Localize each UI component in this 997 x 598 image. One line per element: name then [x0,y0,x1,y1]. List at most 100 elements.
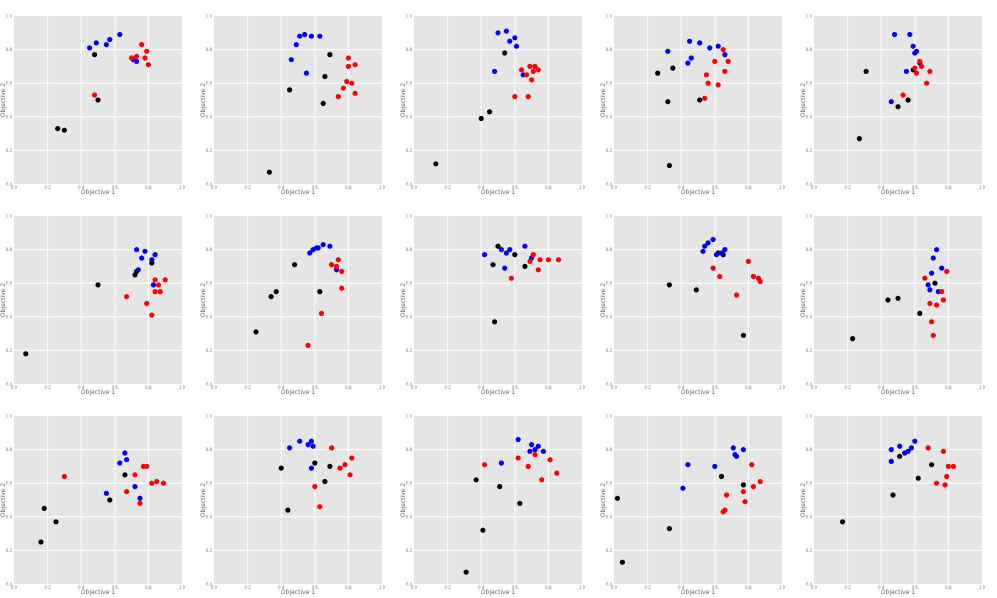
y-tick-label: 0.0 [406,582,413,587]
y-tick-label: 0.8 [406,47,413,52]
point-black [917,310,923,316]
panel-2: 0.0 0.2 0.4 0.6 0.8 1.0 0.0 0.2 0.4 0.6 0.8 1.0 Obje… [200,14,386,197]
y-tick-label: 0.0 [606,582,613,587]
panel-3: 0.0 0.2 0.4 0.6 0.8 1.0 0.0 0.2 0.4 0.6 0.8 1.0 Obje… [400,14,586,197]
point-black [840,519,846,525]
point-blue [939,265,945,271]
x-tick-label: 1.0 [979,185,986,190]
x-tick-label: 0.2 [244,385,251,390]
panel-8: 0.0 0.2 0.4 0.6 0.8 1.0 0.0 0.2 0.4 0.6 0.8 1.0 Obje… [400,214,586,397]
point-blue [908,445,915,451]
point-black [666,526,673,532]
y-tick-label: 0.8 [606,447,613,452]
y-tick-label: 0.0 [806,182,813,187]
y-axis-label: Objective 2 [600,283,607,317]
plot-area [814,416,982,584]
point-red [750,273,757,280]
point-red [717,273,723,280]
point-blue [293,42,299,48]
point-red [344,78,350,85]
point-blue [507,247,513,253]
point-red [305,342,311,348]
x-tick-label: 0.8 [745,185,752,190]
point-black [490,262,496,268]
x-tick-label: 0.6 [312,385,319,390]
x-tick-label: 0.2 [44,185,51,190]
x-tick-label: 0.4 [878,185,885,190]
point-red [149,312,155,318]
point-blue [303,70,309,76]
point-blue [142,248,148,254]
x-tick-label: 1.0 [179,385,186,390]
point-blue [529,442,535,448]
x-tick-label: 0.6 [512,585,519,590]
point-red [482,462,488,468]
y-tick-label: 0.0 [406,182,413,187]
point-red [918,63,925,69]
point-red [92,92,98,98]
point-black [95,97,101,103]
x-tick-label: 0.8 [745,585,752,590]
y-tick-label: 1.0 [406,414,413,419]
point-blue [930,255,936,261]
point-black [95,282,101,288]
point-blue [680,485,686,491]
x-tick-label: 0.6 [712,585,719,590]
point-blue [515,436,521,443]
y-tick-label: 0.0 [806,582,813,587]
x-tick-label: 1.0 [579,385,586,390]
point-red [318,310,325,316]
point-blue [492,68,498,74]
plot-area [414,16,582,184]
y-tick-label: 0.2 [606,348,613,353]
y-tick-label: 0.4 [806,314,813,319]
y-tick-label: 0.0 [806,382,813,387]
point-red [922,275,928,281]
point-red [722,68,728,74]
x-tick-label: 0.4 [478,185,485,190]
panel-6: 0.0 0.2 0.4 0.6 0.8 1.0 0.0 0.2 0.4 0.6 0.8 1.0 Obje… [0,214,186,397]
point-blue [888,447,894,453]
point-red [524,72,530,78]
y-tick-label: 0.8 [806,447,813,452]
x-tick-label: 0.2 [244,185,251,190]
point-black [693,287,699,293]
point-red [939,289,945,295]
point-blue [734,453,740,459]
y-tick-label: 0.6 [206,481,213,486]
x-tick-label: 1.0 [779,585,786,590]
x-tick-label: 0.2 [444,385,451,390]
point-black [905,97,911,103]
point-red [530,68,536,74]
x-tick-label: 0.2 [44,585,51,590]
y-axis-label: Objective 2 [800,83,807,117]
point-black [895,295,901,301]
point-blue [502,265,508,271]
point-red [715,82,721,88]
point-red [352,62,358,68]
x-tick-label: 0.0 [211,185,218,190]
point-black [322,478,328,485]
point-red [545,257,552,263]
x-tick-label: 0.2 [244,585,251,590]
point-blue [934,247,940,253]
point-blue [288,57,294,63]
point-blue [117,460,123,466]
point-blue [124,457,130,463]
point-red [508,275,514,281]
point-red [703,72,710,78]
point-blue [700,248,706,254]
point-black [666,162,673,169]
point-blue [722,247,728,253]
point-black [473,477,479,483]
point-red [535,267,541,273]
y-tick-label: 0.4 [206,514,213,519]
point-black [502,50,508,56]
point-black [268,294,274,300]
x-tick-label: 0.0 [611,585,618,590]
point-blue [297,438,303,444]
y-tick-label: 0.4 [206,114,213,119]
x-tick-label: 1.0 [379,585,386,590]
point-red [335,94,341,100]
x-axis-label: Objective 1 [481,589,515,596]
